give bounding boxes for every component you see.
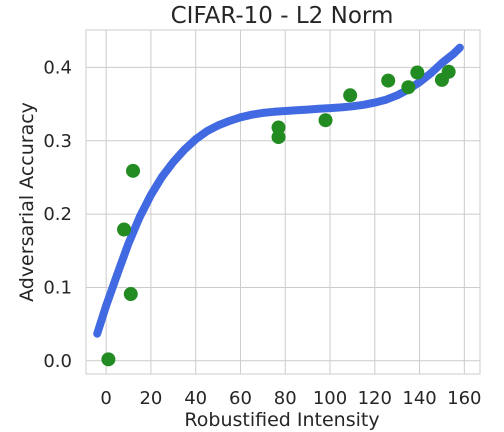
data-point — [126, 163, 141, 178]
chart-title: CIFAR-10 - L2 Norm — [171, 3, 394, 29]
x-tick-label: 20 — [139, 388, 162, 409]
data-point — [401, 80, 416, 95]
data-point — [410, 65, 425, 80]
y-axis-label: Adversarial Accuracy — [16, 102, 38, 302]
x-tick-label: 100 — [313, 388, 347, 409]
data-points — [101, 64, 456, 367]
x-tick-label: 0 — [100, 388, 111, 409]
x-tick-label: 120 — [358, 388, 392, 409]
y-tick-label: 0.3 — [43, 131, 72, 152]
y-tick-label: 0.2 — [43, 204, 72, 225]
y-tick-labels: 0.0 0.1 0.2 0.3 0.4 — [43, 57, 72, 371]
y-tick-label: 0.4 — [43, 57, 72, 78]
x-axis-label: Robustified Intensity — [184, 409, 379, 431]
x-tick-label: 80 — [274, 388, 297, 409]
x-tick-label: 140 — [402, 388, 436, 409]
data-point — [271, 130, 286, 145]
x-tick-label: 160 — [447, 388, 481, 409]
plot-area — [85, 29, 481, 375]
y-tick-label: 0.1 — [43, 277, 72, 298]
data-point — [123, 287, 138, 302]
x-tick-labels: 0 20 40 60 80 100 120 140 160 — [100, 388, 481, 409]
fit-curve — [93, 43, 464, 338]
y-tick-label: 0.0 — [43, 351, 72, 372]
data-point — [101, 352, 116, 367]
x-tick-label: 40 — [184, 388, 207, 409]
data-point — [343, 88, 358, 103]
data-point — [318, 113, 333, 128]
data-point — [117, 222, 132, 237]
data-point — [381, 73, 396, 88]
fit-curve-layer — [93, 43, 464, 338]
x-tick-label: 60 — [229, 388, 252, 409]
data-point — [441, 64, 456, 79]
